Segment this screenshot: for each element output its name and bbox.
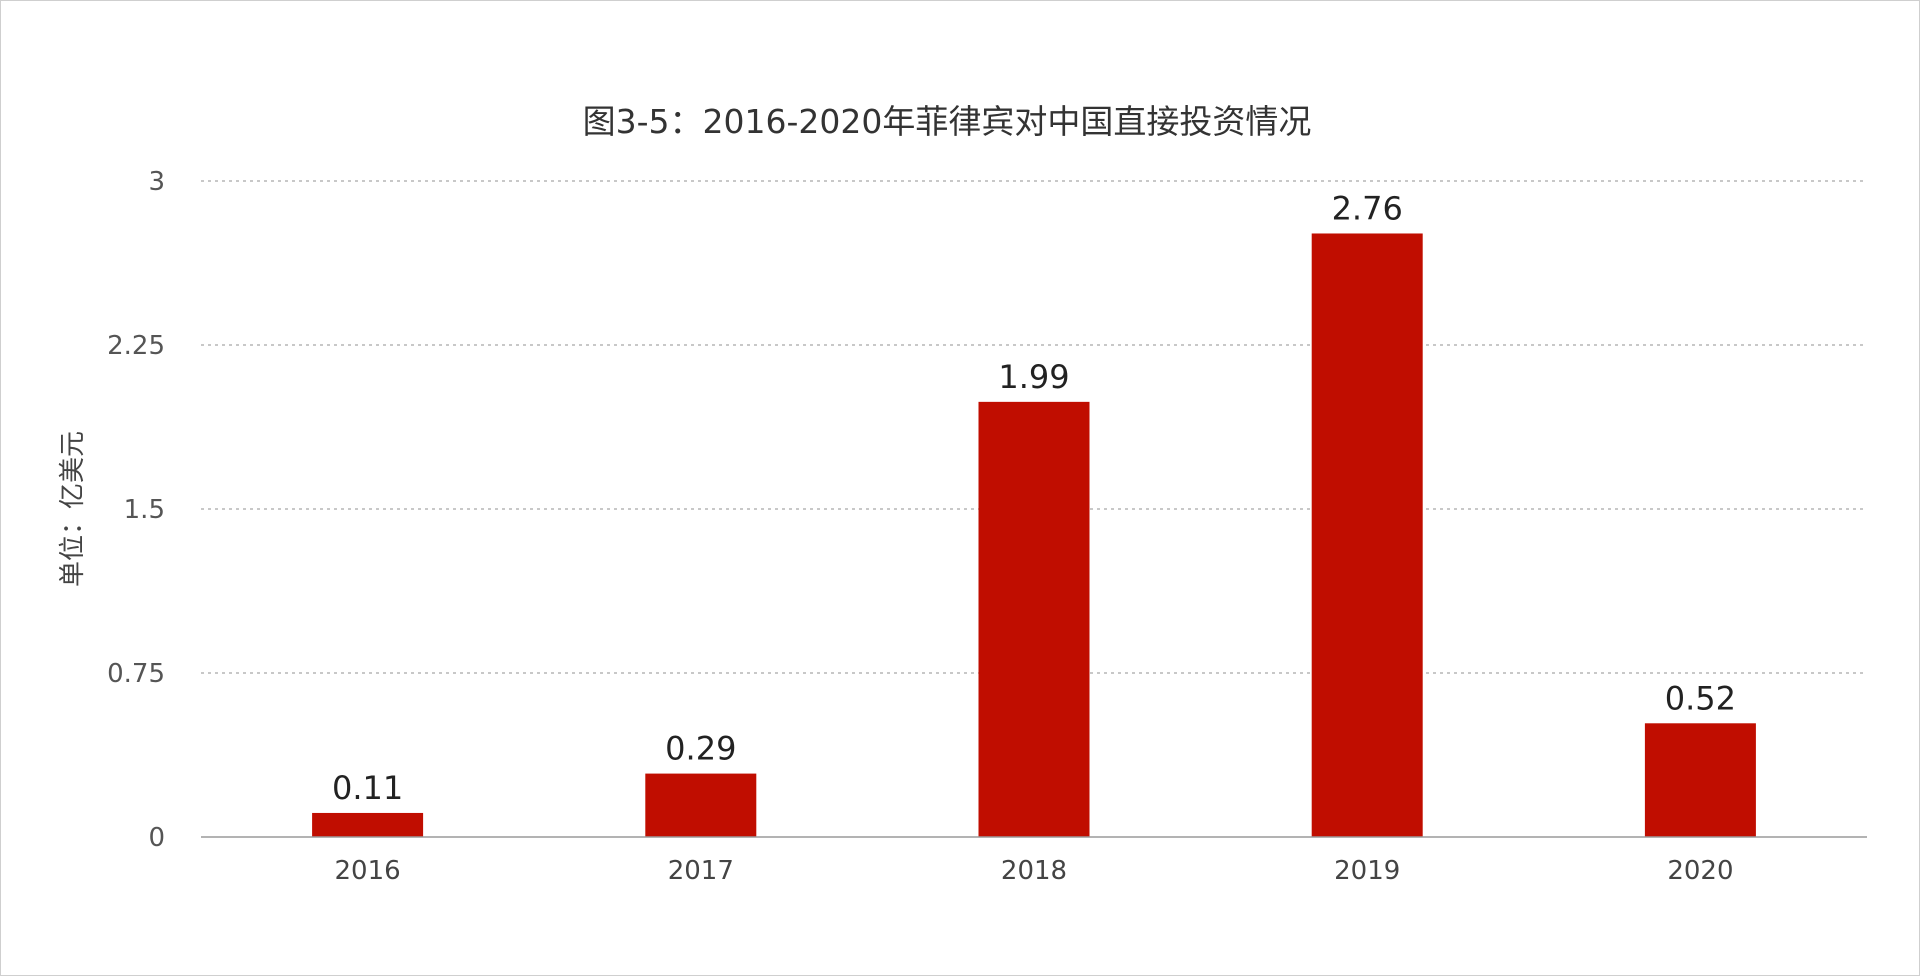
chart-title: 图3-5：2016-2020年菲律宾对中国直接投资情况 <box>583 102 1312 141</box>
y-axis-label: 单位：亿美元 <box>58 431 88 587</box>
x-tick-label: 2019 <box>1334 856 1400 886</box>
bar-2016 <box>312 812 424 837</box>
y-axis-ticks: 0 0.75 1.5 2.25 3 <box>107 167 165 853</box>
data-label: 0.11 <box>332 769 403 807</box>
x-tick-label: 2020 <box>1667 856 1733 886</box>
x-tick-label: 2017 <box>668 856 734 886</box>
data-label: 0.29 <box>665 730 736 768</box>
data-labels: 0.11 0.29 1.99 2.76 0.52 <box>332 189 1736 806</box>
bars <box>312 233 1756 838</box>
bar-2017 <box>645 773 757 837</box>
bar-2018 <box>978 401 1090 837</box>
x-axis-ticks: 2016 2017 2018 2019 2020 <box>335 856 1734 886</box>
data-label: 1.99 <box>998 358 1069 396</box>
x-tick-label: 2016 <box>335 856 401 886</box>
data-label: 2.76 <box>1332 189 1403 227</box>
y-tick-label: 0.75 <box>107 659 165 689</box>
y-tick-label: 0 <box>148 823 165 853</box>
bar-2019 <box>1311 233 1423 838</box>
data-label: 0.52 <box>1665 679 1736 717</box>
y-tick-label: 2.25 <box>107 331 165 361</box>
bar-2020 <box>1644 723 1756 837</box>
y-tick-label: 1.5 <box>124 495 165 525</box>
x-tick-label: 2018 <box>1001 856 1067 886</box>
y-tick-label: 3 <box>148 167 165 197</box>
